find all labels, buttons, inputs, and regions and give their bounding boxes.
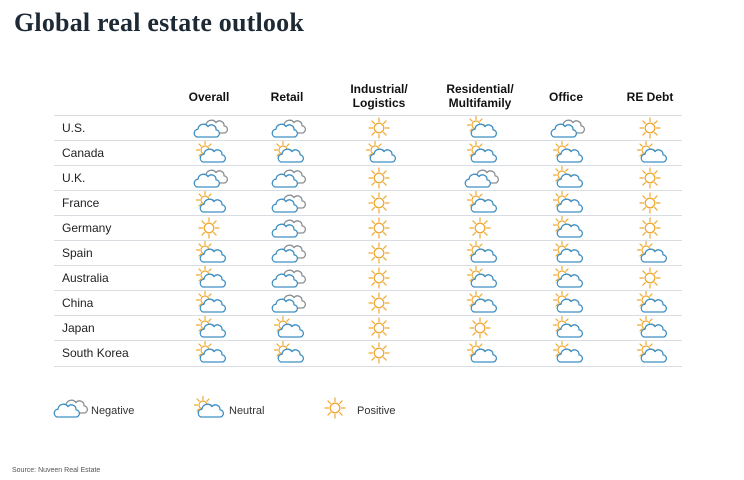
sun-icon xyxy=(359,166,399,190)
sun-icon xyxy=(359,116,399,140)
sun-icon xyxy=(460,216,500,240)
cloud-icon xyxy=(267,166,307,190)
sun-icon xyxy=(630,191,670,215)
partly-cloudy-icon xyxy=(189,190,229,215)
legend-neutral: Neutral xyxy=(190,395,265,425)
column-header: Residential/ Multifamily xyxy=(446,82,514,110)
country-label: Spain xyxy=(62,246,93,260)
country-label: South Korea xyxy=(62,346,129,360)
table-row: Germany xyxy=(54,215,682,241)
legend-positive: Positive xyxy=(318,396,396,425)
partly-cloudy-icon xyxy=(460,340,500,365)
partly-cloudy-icon xyxy=(546,290,586,315)
sun-icon xyxy=(359,291,399,315)
cloud-icon xyxy=(267,266,307,290)
sun-icon xyxy=(359,241,399,265)
table-row: U.S. xyxy=(54,115,682,141)
table-row: South Korea xyxy=(54,340,682,367)
partly-cloudy-icon xyxy=(189,240,229,265)
legend-negative: Negative xyxy=(52,396,134,425)
partly-cloudy-icon xyxy=(359,140,399,165)
sun-icon xyxy=(359,266,399,290)
country-label: Japan xyxy=(62,321,95,335)
partly-cloudy-icon xyxy=(189,340,229,365)
table-row: Australia xyxy=(54,265,682,291)
partly-cloudy-icon xyxy=(546,190,586,215)
column-header: RE Debt xyxy=(626,90,674,104)
cloud-icon xyxy=(267,241,307,265)
sun-icon xyxy=(359,341,399,365)
sun-icon xyxy=(359,316,399,340)
table-row: Canada xyxy=(54,140,682,166)
table-row: Japan xyxy=(54,315,682,341)
legend-label-positive: Positive xyxy=(357,404,396,417)
cloud-icon xyxy=(189,166,229,190)
table-row: Spain xyxy=(54,240,682,266)
partly-cloudy-icon xyxy=(630,290,670,315)
cloud-icon xyxy=(267,216,307,240)
sun-icon xyxy=(460,316,500,340)
partly-cloudy-icon xyxy=(267,315,307,340)
country-label: France xyxy=(62,196,100,210)
sun-icon xyxy=(630,166,670,190)
column-header: Office xyxy=(548,90,583,104)
sun-icon xyxy=(630,266,670,290)
partly-cloudy-icon xyxy=(189,315,229,340)
sun-icon xyxy=(630,216,670,240)
legend-label-negative: Negative xyxy=(91,404,135,417)
partly-cloudy-icon xyxy=(630,240,670,265)
partly-cloudy-icon xyxy=(267,340,307,365)
country-label: Canada xyxy=(62,146,105,160)
partly-cloudy-icon xyxy=(546,165,586,190)
country-label: Germany xyxy=(62,221,112,235)
partly-cloudy-icon xyxy=(460,265,500,290)
cloud-icon xyxy=(267,191,307,215)
partly-cloudy-icon xyxy=(546,140,586,165)
column-header: Retail xyxy=(270,90,304,104)
partly-cloudy-icon xyxy=(189,140,229,165)
partly-cloudy-icon xyxy=(460,115,500,140)
partly-cloudy-icon xyxy=(267,140,307,165)
table-row: U.K. xyxy=(54,165,682,191)
cloud-icon xyxy=(189,116,229,140)
partly-cloudy-icon xyxy=(630,340,670,365)
country-label: U.S. xyxy=(62,121,86,135)
partly-cloudy-icon xyxy=(460,190,500,215)
sun-icon xyxy=(630,116,670,140)
column-header: Overall xyxy=(188,90,230,104)
cloud-icon xyxy=(546,116,586,140)
partly-cloudy-icon xyxy=(460,240,500,265)
sun-icon xyxy=(318,396,352,425)
legend-label-neutral: Neutral xyxy=(229,404,265,417)
cloud-icon xyxy=(52,396,89,425)
sun-icon xyxy=(359,191,399,215)
partly-cloudy-icon xyxy=(190,395,225,425)
cloud-icon xyxy=(460,166,500,190)
country-label: Australia xyxy=(62,271,109,285)
partly-cloudy-icon xyxy=(630,140,670,165)
partly-cloudy-icon xyxy=(546,315,586,340)
cloud-icon xyxy=(267,291,307,315)
partly-cloudy-icon xyxy=(460,290,500,315)
cloud-icon xyxy=(267,116,307,140)
column-header: Industrial/ Logistics xyxy=(350,82,408,110)
partly-cloudy-icon xyxy=(189,265,229,290)
partly-cloudy-icon xyxy=(189,290,229,315)
partly-cloudy-icon xyxy=(546,265,586,290)
sun-icon xyxy=(359,216,399,240)
partly-cloudy-icon xyxy=(460,140,500,165)
partly-cloudy-icon xyxy=(546,215,586,240)
partly-cloudy-icon xyxy=(546,340,586,365)
partly-cloudy-icon xyxy=(546,240,586,265)
page-title: Global real estate outlook xyxy=(14,8,304,37)
source-note: Source: Nuveen Real Estate xyxy=(12,467,101,474)
table-row: China xyxy=(54,290,682,316)
country-label: China xyxy=(62,296,94,310)
country-label: U.K. xyxy=(62,171,86,185)
table-row: France xyxy=(54,190,682,216)
sun-icon xyxy=(189,216,229,240)
partly-cloudy-icon xyxy=(630,315,670,340)
